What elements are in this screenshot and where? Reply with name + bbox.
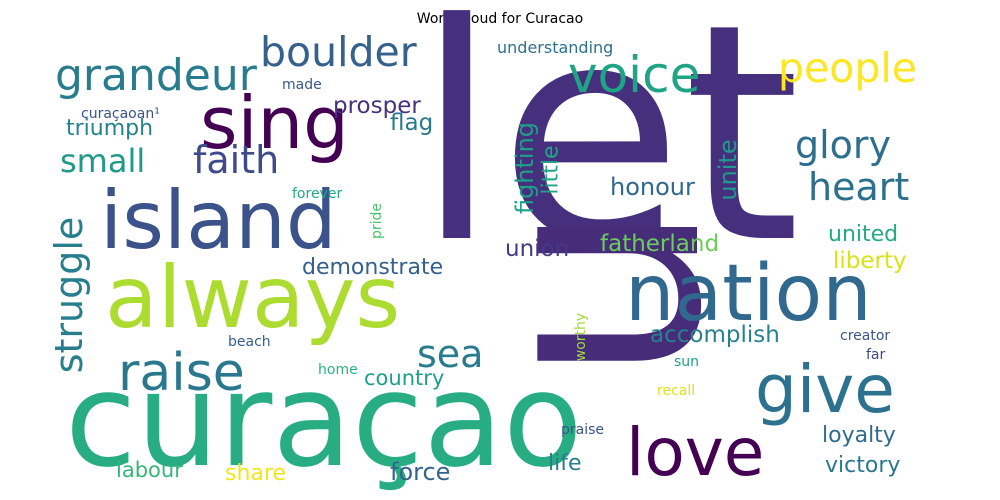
- word-cura-ao: curaçao: [65, 344, 583, 496]
- word-home: home: [318, 362, 358, 378]
- word-life: life: [548, 451, 582, 476]
- word-country: country: [364, 366, 444, 390]
- word-sea: sea: [417, 332, 483, 376]
- word-heart: heart: [808, 165, 909, 209]
- word-share: share: [225, 461, 286, 486]
- word-u: u: [426, 200, 766, 385]
- word-people: people: [778, 44, 917, 92]
- word-boulder: boulder: [260, 28, 417, 76]
- word-raise: raise: [118, 343, 245, 403]
- word-labour: labour: [116, 458, 183, 482]
- word-sun: sun: [674, 354, 699, 370]
- word-recall: recall: [657, 383, 695, 399]
- word-nation: nation: [625, 249, 872, 339]
- word-force: force: [390, 458, 450, 486]
- word-little: little: [539, 145, 564, 194]
- word-struggle: struggle: [47, 217, 91, 374]
- word-flag: flag: [390, 110, 433, 136]
- word-island: island: [100, 174, 337, 267]
- word-victory: victory: [825, 453, 900, 478]
- word-honour: honour: [610, 173, 695, 201]
- word-union: union: [505, 236, 569, 262]
- word-faith: faith: [193, 138, 279, 182]
- word-made: made: [282, 77, 322, 93]
- word-cura-aoan-: curaçaoan¹: [81, 106, 160, 122]
- word-love: love: [626, 414, 764, 491]
- word-united: united: [828, 222, 898, 247]
- word-always: always: [105, 248, 400, 348]
- word-worthy: worthy: [573, 313, 589, 361]
- word-prosper: prosper: [333, 93, 421, 119]
- word-beach: beach: [228, 334, 271, 350]
- word-far: far: [866, 347, 886, 363]
- word-fighting: fighting: [511, 122, 539, 214]
- word-voice: voice: [568, 46, 700, 104]
- word-understanding: understanding: [497, 38, 613, 57]
- word-praise: praise: [561, 422, 604, 438]
- word-let: let: [415, 0, 801, 309]
- word-grandeur: grandeur: [55, 50, 258, 101]
- word-loyalty: loyalty: [822, 423, 896, 448]
- word-fatherland: fatherland: [600, 231, 719, 257]
- word-pride: pride: [369, 203, 385, 239]
- word-triumph: triumph: [66, 116, 153, 141]
- word-sing: sing: [200, 81, 349, 165]
- word-accomplish: accomplish: [650, 322, 780, 348]
- word-forever: forever: [292, 186, 342, 202]
- word-liberty: liberty: [833, 248, 907, 274]
- word-give: give: [755, 351, 895, 428]
- word-glory: glory: [795, 123, 891, 167]
- word-small: small: [60, 142, 145, 180]
- word-creator: creator: [840, 328, 890, 344]
- word-unite: unite: [714, 139, 742, 200]
- word-demonstrate: demonstrate: [302, 255, 443, 280]
- chart-title: Word Cloud for Curacao: [416, 11, 584, 27]
